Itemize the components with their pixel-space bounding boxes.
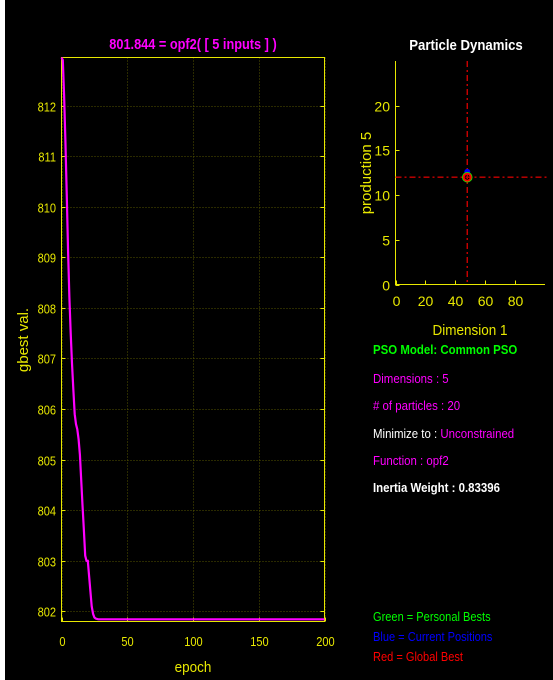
legend-personal-bests: Green = Personal Bests (373, 609, 491, 624)
convergence-x-axis-label: epoch (175, 659, 212, 676)
particle-y-tick-label: 0 (382, 278, 390, 294)
convergence-y-tick-label: 810 (38, 201, 57, 216)
convergence-y-tick-label: 802 (38, 605, 57, 620)
particle-x-tick-label: 0 (393, 293, 401, 309)
particle-dynamics-title: Particle Dynamics (409, 36, 523, 53)
minimize-row: Minimize to : Unconstrained (373, 426, 514, 441)
minimize-value: Unconstrained (440, 426, 515, 441)
particle-x-tick-label: 20 (418, 293, 434, 309)
particle-dynamics-chart: Particle Dynamics 0 5 10 15 20 0 20 40 60 80 Dim… (358, 36, 549, 339)
minimize-label: Minimize to : (373, 426, 438, 441)
particle-y-axis-label: production 5 (358, 132, 375, 215)
figure-window: 801.844 = opf2( [ 5 inputs ] ) 802 803 804… (5, 0, 553, 680)
convergence-y-tick-label: 808 (38, 302, 57, 317)
convergence-y-tick-label: 812 (38, 100, 57, 115)
convergence-x-tick-label: 50 (121, 634, 134, 649)
gbest-series-line (60, 56, 325, 621)
particle-y-tick-label: 10 (374, 188, 390, 204)
inertia-weight-label: Inertia Weight : 0.83396 (373, 480, 500, 495)
convergence-x-tick-label: 150 (250, 634, 269, 649)
pso-model-label: PSO Model: Common PSO (373, 342, 518, 357)
particle-x-tick-label: 40 (448, 293, 464, 309)
global-best-point (462, 172, 472, 182)
particle-y-tick-label: 15 (374, 143, 390, 159)
pso-figure: 801.844 = opf2( [ 5 inputs ] ) 802803804… (15, 35, 549, 676)
particle-y-tick-label: 5 (382, 233, 390, 249)
particle-x-tick-label: 80 (508, 293, 524, 309)
dimensions-label: Dimensions : 5 (373, 371, 449, 386)
convergence-x-tick-label: 100 (184, 634, 203, 649)
particle-x-tick-label: 60 (478, 293, 494, 309)
convergence-y-tick-label: 803 (38, 555, 57, 570)
convergence-y-tick-label: 804 (38, 504, 57, 519)
convergence-y-tick-label: 809 (38, 251, 57, 266)
convergence-chart-title: 801.844 = opf2( [ 5 inputs ] ) (109, 35, 276, 52)
function-label: Function : opf2 (373, 453, 449, 468)
convergence-x-tick-label: 0 (59, 634, 65, 649)
particle-x-axis-label: Dimension 1 (433, 322, 508, 339)
legend-current-positions: Blue = Current Positions (373, 629, 493, 644)
convergence-y-tick-label: 806 (38, 403, 57, 418)
legend-global-best: Red = Global Best (373, 649, 463, 664)
convergence-chart: 801.844 = opf2( [ 5 inputs ] ) 802 803 804… (15, 35, 335, 676)
convergence-x-tick-label: 200 (316, 634, 335, 649)
particle-y-tick-label: 20 (374, 99, 390, 115)
convergence-y-tick-label: 805 (38, 454, 57, 469)
convergence-y-tick-label: 811 (38, 150, 56, 165)
convergence-y-axis-label: gbest val. (15, 308, 32, 372)
particles-count-label: # of particles : 20 (373, 398, 461, 413)
convergence-y-tick-label: 807 (38, 352, 57, 367)
